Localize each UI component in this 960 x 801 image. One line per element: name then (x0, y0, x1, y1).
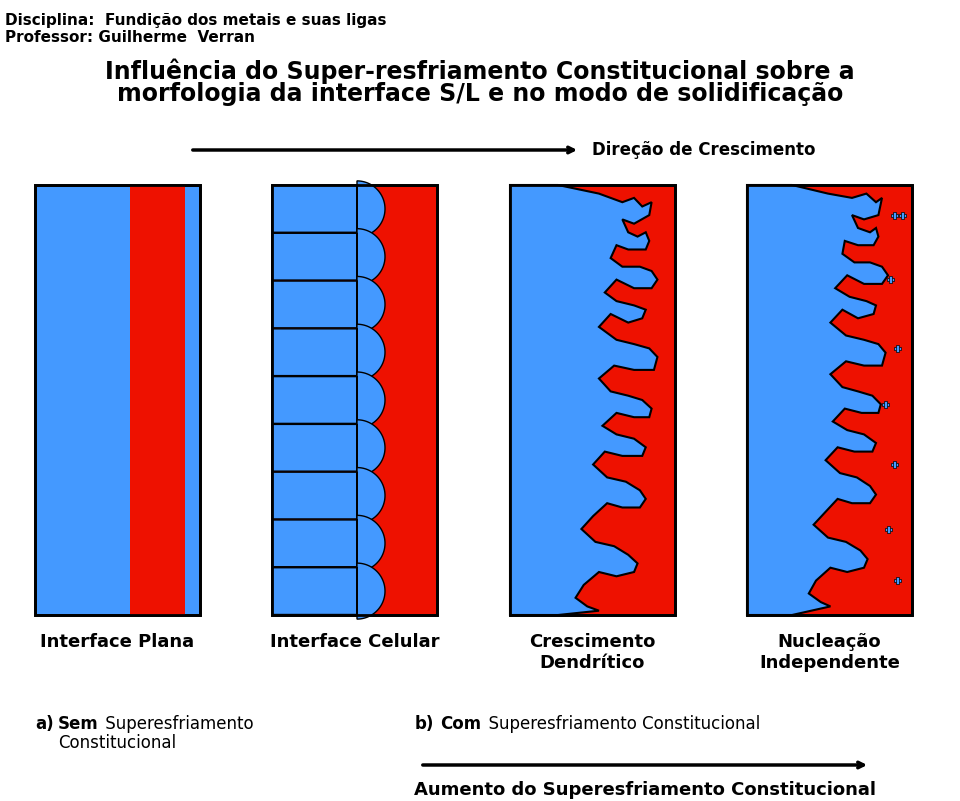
Bar (884, 400, 887, 408)
Polygon shape (272, 468, 385, 524)
Bar (882, 403, 889, 406)
Bar (891, 214, 898, 216)
Text: b): b) (415, 715, 434, 733)
Text: Com: Com (440, 715, 481, 733)
Bar (747, 185, 912, 615)
Text: Constitucional: Constitucional (58, 734, 176, 752)
Bar (896, 577, 900, 584)
Text: Sem: Sem (58, 715, 99, 733)
Bar (35, 185, 200, 615)
Bar (899, 214, 906, 216)
Text: Professor: Guilherme  Verran: Professor: Guilherme Verran (5, 30, 255, 45)
Bar (747, 185, 792, 615)
Bar (510, 185, 675, 615)
Text: Superesfriamento Constitucional: Superesfriamento Constitucional (478, 715, 760, 733)
Bar (35, 185, 200, 615)
Text: Aumento do Superesfriamento Constitucional: Aumento do Superesfriamento Constitucion… (414, 781, 876, 799)
Bar (272, 185, 437, 615)
Bar (894, 579, 901, 582)
Bar (887, 278, 894, 281)
Text: Interface Celular: Interface Celular (270, 633, 440, 651)
Polygon shape (272, 181, 385, 237)
Bar (894, 347, 901, 350)
Bar (900, 211, 904, 219)
Bar (896, 345, 900, 352)
Bar (891, 463, 898, 466)
Bar (889, 276, 892, 283)
Text: Influência do Super-resfriamento Constitucional sobre a: Influência do Super-resfriamento Constit… (106, 58, 854, 83)
Bar (130, 185, 185, 615)
Bar (893, 211, 896, 219)
Polygon shape (747, 185, 888, 615)
Polygon shape (272, 276, 385, 332)
Polygon shape (272, 324, 385, 380)
Polygon shape (272, 420, 385, 476)
Bar (510, 185, 675, 615)
Polygon shape (272, 372, 385, 428)
Text: Interface Plana: Interface Plana (40, 633, 195, 651)
Bar (886, 525, 890, 533)
Polygon shape (510, 185, 658, 615)
Bar (884, 528, 892, 530)
Polygon shape (272, 515, 385, 571)
Bar (510, 185, 558, 615)
Bar (747, 185, 912, 615)
Text: Crescimento
Dendrítico: Crescimento Dendrítico (529, 633, 656, 672)
Text: a): a) (35, 715, 54, 733)
Text: Direção de Crescimento: Direção de Crescimento (592, 141, 815, 159)
Text: Superesfriamento: Superesfriamento (100, 715, 253, 733)
Bar (893, 461, 896, 468)
Text: morfologia da interface S/L e no modo de solidificação: morfologia da interface S/L e no modo de… (117, 82, 843, 106)
Polygon shape (272, 563, 385, 619)
Text: Disciplina:  Fundição dos metais e suas ligas: Disciplina: Fundição dos metais e suas l… (5, 13, 387, 28)
Text: Nucleação
Independente: Nucleação Independente (759, 633, 900, 672)
Polygon shape (272, 228, 385, 284)
Bar (272, 185, 437, 615)
